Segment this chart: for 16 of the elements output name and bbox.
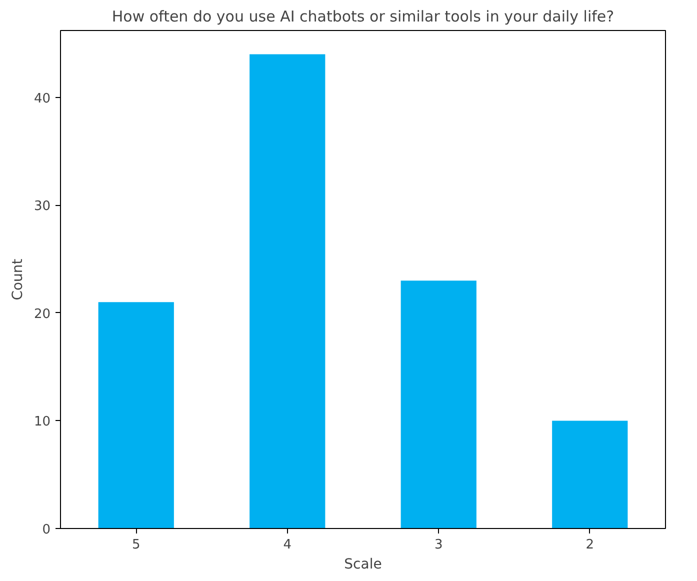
bar: [400, 280, 476, 528]
y-tick-label: 20: [34, 306, 51, 322]
x-axis-title: Scale: [344, 556, 382, 572]
y-tick-label: 30: [34, 199, 51, 214]
x-tick-label: 4: [283, 538, 292, 552]
y-axis-title: Count: [10, 258, 26, 300]
chart-title: How often do you use AI chatbots or similar tools in your daily life?: [112, 8, 614, 26]
x-tick-label: 3: [434, 538, 443, 552]
y-tick-label: 10: [34, 414, 51, 430]
bar: [98, 302, 174, 528]
y-tick-label: 40: [34, 91, 51, 106]
bar: [250, 54, 326, 528]
bar: [552, 420, 628, 528]
x-tick-label: 5: [132, 538, 140, 552]
y-tick-label: 0: [42, 522, 51, 538]
x-tick-label: 2: [586, 538, 594, 552]
